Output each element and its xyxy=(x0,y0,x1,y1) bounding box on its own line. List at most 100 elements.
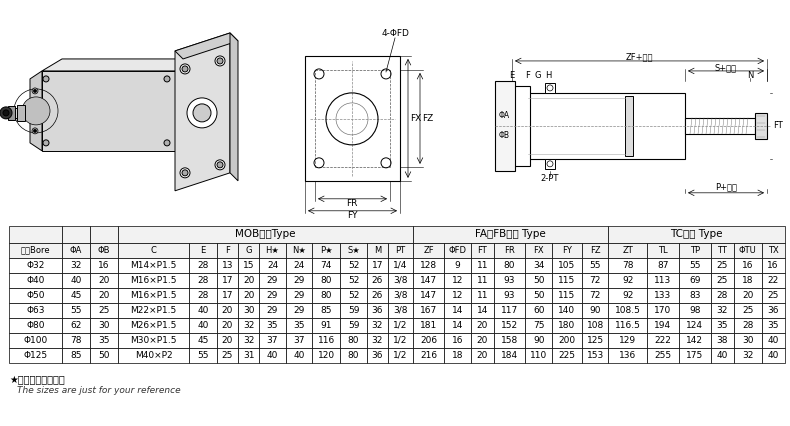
Text: 59: 59 xyxy=(348,306,359,315)
Text: 147: 147 xyxy=(420,291,437,300)
Bar xyxy=(367,273,388,288)
Bar xyxy=(312,303,340,318)
Text: 105: 105 xyxy=(559,261,576,270)
Text: M26×P1.5: M26×P1.5 xyxy=(130,321,177,330)
Text: 158: 158 xyxy=(501,336,518,345)
Bar xyxy=(552,258,582,273)
Bar xyxy=(286,258,312,273)
Bar xyxy=(312,318,340,333)
Bar xyxy=(217,318,238,333)
Text: 28: 28 xyxy=(198,261,209,270)
Text: N★: N★ xyxy=(292,245,306,255)
Bar xyxy=(217,258,238,273)
Text: 32: 32 xyxy=(742,351,754,360)
Bar xyxy=(238,242,259,258)
Text: 108.5: 108.5 xyxy=(615,306,641,315)
Text: 35: 35 xyxy=(767,321,779,330)
Text: 18: 18 xyxy=(452,351,464,360)
Text: TX: TX xyxy=(768,245,779,255)
Bar xyxy=(367,348,388,363)
Text: 216: 216 xyxy=(420,351,437,360)
Text: 20: 20 xyxy=(243,276,254,285)
Bar xyxy=(189,258,217,273)
Text: 22: 22 xyxy=(768,276,779,285)
Text: 50: 50 xyxy=(533,276,544,285)
Text: 35: 35 xyxy=(293,321,305,330)
Text: 85: 85 xyxy=(321,306,332,315)
Text: 170: 170 xyxy=(654,306,672,315)
Text: 12: 12 xyxy=(452,276,463,285)
Text: FA、FB型式 Type: FA、FB型式 Type xyxy=(475,229,546,239)
Bar xyxy=(647,242,679,258)
Text: 37: 37 xyxy=(267,336,278,345)
Text: M16×P1.5: M16×P1.5 xyxy=(130,291,177,300)
Bar xyxy=(471,273,494,288)
Bar xyxy=(305,56,400,181)
Bar xyxy=(340,288,367,303)
Text: 9: 9 xyxy=(455,261,461,270)
Text: ΦB: ΦB xyxy=(498,131,510,141)
Bar xyxy=(582,242,608,258)
Bar xyxy=(388,273,412,288)
Text: 30: 30 xyxy=(99,321,110,330)
Text: 98: 98 xyxy=(689,306,701,315)
Bar xyxy=(762,303,784,318)
Bar xyxy=(388,242,412,258)
Text: M30×P1.5: M30×P1.5 xyxy=(130,336,177,345)
Bar xyxy=(762,348,784,363)
Bar xyxy=(471,318,494,333)
Bar xyxy=(647,288,679,303)
Circle shape xyxy=(164,140,170,146)
Bar xyxy=(9,225,62,242)
Text: 3/8: 3/8 xyxy=(393,276,408,285)
Text: 32: 32 xyxy=(372,321,383,330)
Bar xyxy=(312,273,340,288)
Bar xyxy=(582,318,608,333)
Bar xyxy=(710,348,733,363)
Text: 20: 20 xyxy=(99,276,110,285)
Bar xyxy=(762,258,784,273)
Circle shape xyxy=(32,128,38,134)
Bar xyxy=(340,333,367,348)
Polygon shape xyxy=(8,106,15,120)
Text: TT: TT xyxy=(717,245,727,255)
Text: 11: 11 xyxy=(476,276,488,285)
Text: 40: 40 xyxy=(198,321,209,330)
Text: F: F xyxy=(225,245,230,255)
Text: 1/2: 1/2 xyxy=(393,351,408,360)
Text: Φ50: Φ50 xyxy=(26,291,44,300)
Circle shape xyxy=(164,76,170,82)
Bar xyxy=(9,318,62,333)
Bar xyxy=(9,242,62,258)
Circle shape xyxy=(193,104,211,122)
Text: 45: 45 xyxy=(70,291,81,300)
Text: 255: 255 xyxy=(654,351,672,360)
Bar xyxy=(679,242,710,258)
Text: 11: 11 xyxy=(476,291,488,300)
Text: 17: 17 xyxy=(222,276,233,285)
Text: 34: 34 xyxy=(533,261,544,270)
Bar xyxy=(710,242,733,258)
Text: 80: 80 xyxy=(321,276,332,285)
Text: 129: 129 xyxy=(619,336,636,345)
Circle shape xyxy=(217,58,223,64)
Circle shape xyxy=(180,168,190,178)
Bar xyxy=(494,288,525,303)
Text: 167: 167 xyxy=(420,306,437,315)
Bar xyxy=(118,303,189,318)
Text: 225: 225 xyxy=(559,351,575,360)
Text: Φ100: Φ100 xyxy=(23,336,47,345)
Bar xyxy=(608,303,647,318)
Bar xyxy=(710,288,733,303)
Bar xyxy=(495,81,515,171)
Text: 30: 30 xyxy=(243,306,254,315)
Text: 20: 20 xyxy=(222,321,233,330)
Bar xyxy=(733,273,762,288)
Bar xyxy=(412,288,445,303)
Bar xyxy=(679,273,710,288)
Text: 28: 28 xyxy=(198,291,209,300)
Bar xyxy=(733,348,762,363)
Text: 28: 28 xyxy=(198,276,209,285)
Text: 36: 36 xyxy=(371,351,383,360)
Text: 12: 12 xyxy=(452,291,463,300)
